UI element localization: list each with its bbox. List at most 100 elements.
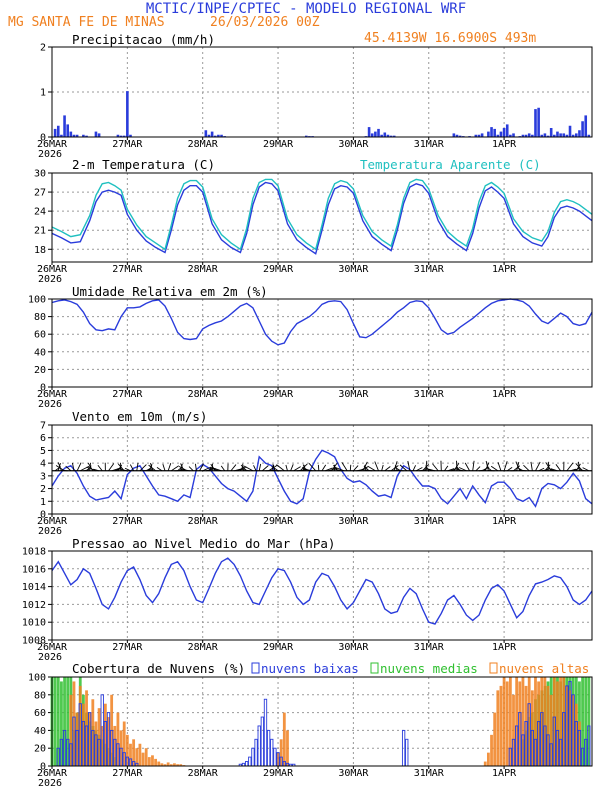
cloud-bar-nuvens-altas <box>144 748 148 766</box>
precip-bar <box>493 128 496 137</box>
precip-bar <box>383 132 387 137</box>
wind-arrow <box>285 464 288 471</box>
mid-cloud-legend: nuvens medias <box>380 661 478 676</box>
panel-frame <box>51 46 593 138</box>
y-tick-label: 1010 <box>22 618 46 629</box>
precip-bar <box>556 131 559 137</box>
precip-bar <box>377 128 380 137</box>
precip-bar <box>69 131 73 137</box>
x-tick-label: 30MAR <box>338 139 369 150</box>
cloud-bar-nuvens-altas <box>486 752 490 766</box>
wind-arrow <box>384 466 391 472</box>
wind-arrow <box>407 460 411 471</box>
cloud-bar-nuvens-altas <box>151 755 154 766</box>
wind-arrow <box>136 462 139 471</box>
panel-5: 0 20 40 60 80 100 26MAR 27MAR 28MAR 29MAR 30MAR 31M… <box>28 673 593 789</box>
cloud-bar-nuvens-baixas <box>257 725 261 767</box>
x-tick-label: 26MAR <box>37 768 68 779</box>
precip-bar <box>587 134 591 137</box>
x-tick-label: 1APR <box>492 642 517 653</box>
precip-bar <box>213 135 217 137</box>
cloud-bar-nuvens-altas <box>135 748 139 766</box>
wind-arrow <box>253 465 257 471</box>
series-line-pnmm <box>51 557 593 625</box>
cloud-title: Cobertura de Nuvens (%) <box>72 661 245 676</box>
precip-bar <box>389 135 393 137</box>
wind-arrow <box>97 464 103 472</box>
main-title: MCTIC/INPE/CPTEC - MODELO REGIONAL WRF <box>146 1 466 17</box>
precip-bar <box>505 124 509 137</box>
y-tick-label: 1018 <box>22 547 46 558</box>
precip-bar <box>549 128 553 137</box>
high-cloud-legend: nuvens altas <box>499 661 589 676</box>
precip-bar <box>490 127 493 137</box>
x-tick-label: 29MAR <box>263 139 294 150</box>
wind-arrow <box>575 463 583 472</box>
cloud-bar-nuvens-medias <box>56 677 60 766</box>
cloud-bar-nuvens-altas <box>88 712 92 766</box>
wind-arrow <box>230 464 237 472</box>
precip-bar <box>220 134 223 137</box>
cloud-bar-nuvens-altas <box>496 690 500 766</box>
precip-bar <box>559 133 562 137</box>
precip-bar <box>575 133 578 137</box>
precip-bar <box>540 134 544 137</box>
wind-arrow <box>464 462 470 471</box>
precip-bar <box>207 134 211 137</box>
panel-frame <box>51 550 593 641</box>
cloud-bar-nuvens-altas <box>552 677 556 766</box>
cloud-bar-nuvens-altas <box>132 739 136 766</box>
mid-cloud-legend-icon <box>370 662 379 674</box>
cloud-bar-nuvens-medias <box>63 677 66 766</box>
wind-arrow <box>276 464 285 472</box>
precip-bar <box>392 135 396 137</box>
precip-bar <box>537 107 540 137</box>
wind-arrow <box>57 462 61 471</box>
x-year-label: 2026 <box>38 526 62 537</box>
precip-bar <box>119 135 123 137</box>
wind-arrow <box>555 464 561 472</box>
precip-bar <box>581 121 584 137</box>
cloud-bar-nuvens-altas <box>502 677 506 766</box>
precip-bar <box>571 134 575 137</box>
wind-arrow <box>444 465 449 472</box>
cloud-bar-nuvens-altas <box>69 694 73 766</box>
wind-arrow <box>575 463 581 472</box>
precip-bar <box>122 135 126 137</box>
x-tick-label: 27MAR <box>112 264 143 275</box>
cloud-bar-nuvens-altas <box>154 758 158 766</box>
cloud-bar-nuvens-altas <box>166 762 170 766</box>
cloud-bar-nuvens-altas <box>75 712 79 766</box>
y-tick-label: 6 <box>40 433 46 444</box>
cloud-bar-nuvens-baixas <box>273 747 277 767</box>
wind-arrow <box>202 466 212 472</box>
cloud-bar-nuvens-altas <box>286 730 289 766</box>
wind-arrow <box>475 466 481 472</box>
wind-arrow <box>271 465 279 472</box>
x-year-label: 2026 <box>38 274 62 285</box>
wind-title: Vento em 10m (m/s) <box>72 409 207 424</box>
wind-arrow <box>472 460 475 471</box>
precip-bar <box>477 134 481 137</box>
precip-bar <box>126 91 129 137</box>
humidity-title: Umidade Relativa em 2m (%) <box>72 284 268 299</box>
cloud-bar-nuvens-altas <box>160 763 164 766</box>
wind-arrow <box>515 461 521 471</box>
cloud-bar-nuvens-altas <box>147 757 151 766</box>
wind-arrow <box>317 464 320 471</box>
cloud-bar-nuvens-baixas <box>260 716 264 767</box>
wind-arrow <box>412 465 416 471</box>
cloud-bar-nuvens-altas <box>176 764 179 766</box>
cloud-bar-nuvens-altas <box>527 677 531 766</box>
panel-frame <box>51 676 593 767</box>
cloud-bar-nuvens-altas <box>72 681 76 766</box>
y-tick-label: 0 <box>40 383 46 394</box>
cloud-bar-nuvens-altas <box>81 703 85 766</box>
x-tick-label: 1APR <box>492 768 517 779</box>
y-tick-label: 40 <box>34 347 46 358</box>
cloud-bar-nuvens-altas <box>107 717 110 766</box>
cloud-bar-nuvens-altas <box>524 685 528 766</box>
precip-bar <box>53 128 57 137</box>
precip-bar <box>72 134 76 137</box>
wind-arrow <box>129 464 135 471</box>
